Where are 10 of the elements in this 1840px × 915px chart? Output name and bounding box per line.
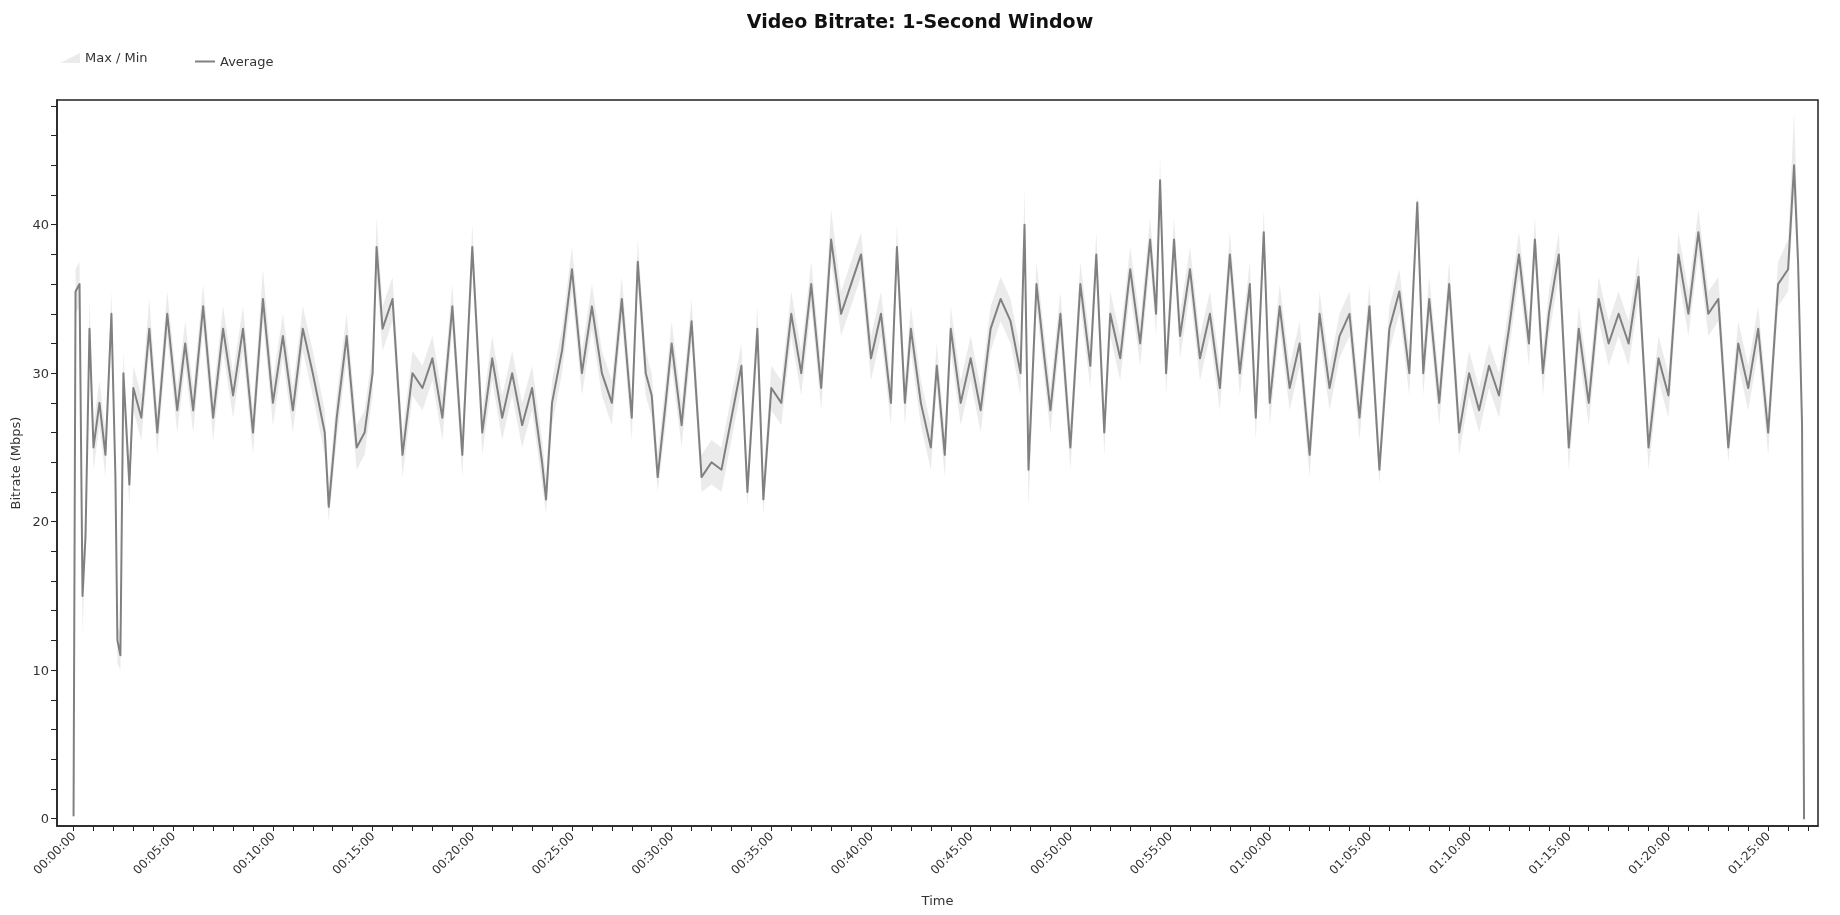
y-tick-label: 0 (40, 811, 49, 827)
y-tick-label: 30 (32, 365, 49, 381)
y-axis-title: Bitrate (Mbps) (7, 416, 23, 510)
x-axis-title: Time (920, 893, 954, 908)
legend-label: Average (220, 54, 274, 69)
y-tick-label: 20 (32, 514, 49, 530)
y-tick-label: 40 (32, 217, 49, 233)
text: Max / Min (85, 50, 148, 65)
y-tick-label: 10 (32, 662, 49, 678)
chart-title: Video Bitrate: 1-Second Window (746, 9, 1094, 32)
